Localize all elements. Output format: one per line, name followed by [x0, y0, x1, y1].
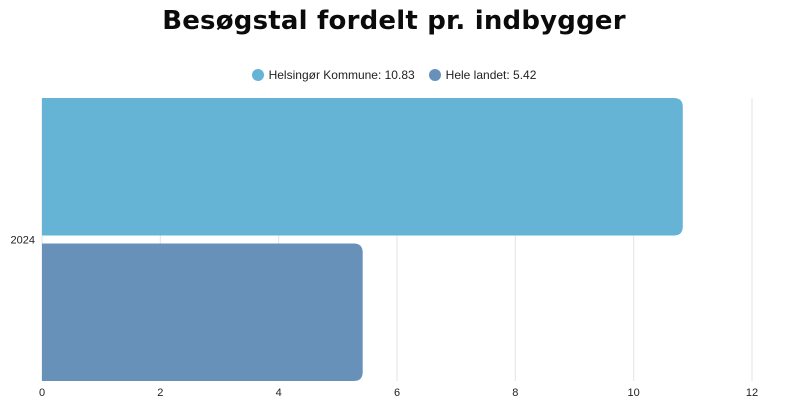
x-tick-label-6: 6 [394, 387, 400, 399]
legend-item-hele-landet[interactable]: Hele landet: 5.42 [428, 68, 537, 82]
y-axis-labels: 2024 [11, 235, 35, 247]
x-tick-label-10: 10 [628, 387, 640, 399]
legend-item-helsingor[interactable]: Helsingør Kommune: 10.83 [251, 68, 415, 82]
legend-label-hele-landet: Hele landet: 5.42 [445, 68, 537, 82]
chart-legend: Helsingør Kommune: 10.83 Hele landet: 5.… [0, 68, 788, 82]
legend-label-helsingor: Helsingør Kommune: 10.83 [268, 68, 415, 82]
x-tick-label-8: 8 [512, 387, 518, 399]
legend-swatch-helsingor [251, 69, 264, 81]
chart-title: Besøgstal fordelt pr. indbygger [162, 6, 626, 36]
x-axis-ticks: 0 2 4 6 8 10 12 [39, 387, 758, 399]
y-category-label: 2024 [11, 235, 35, 247]
bar-group [42, 98, 683, 381]
x-tick-label-2: 2 [157, 387, 163, 399]
x-tick-label-0: 0 [39, 387, 45, 399]
bar-helsing-r-kommune[interactable] [42, 98, 683, 236]
x-tick-label-12: 12 [746, 387, 758, 399]
legend-swatch-hele-landet [428, 69, 441, 81]
bar-hele-landet[interactable] [42, 243, 363, 382]
x-tick-label-4: 4 [276, 387, 282, 399]
